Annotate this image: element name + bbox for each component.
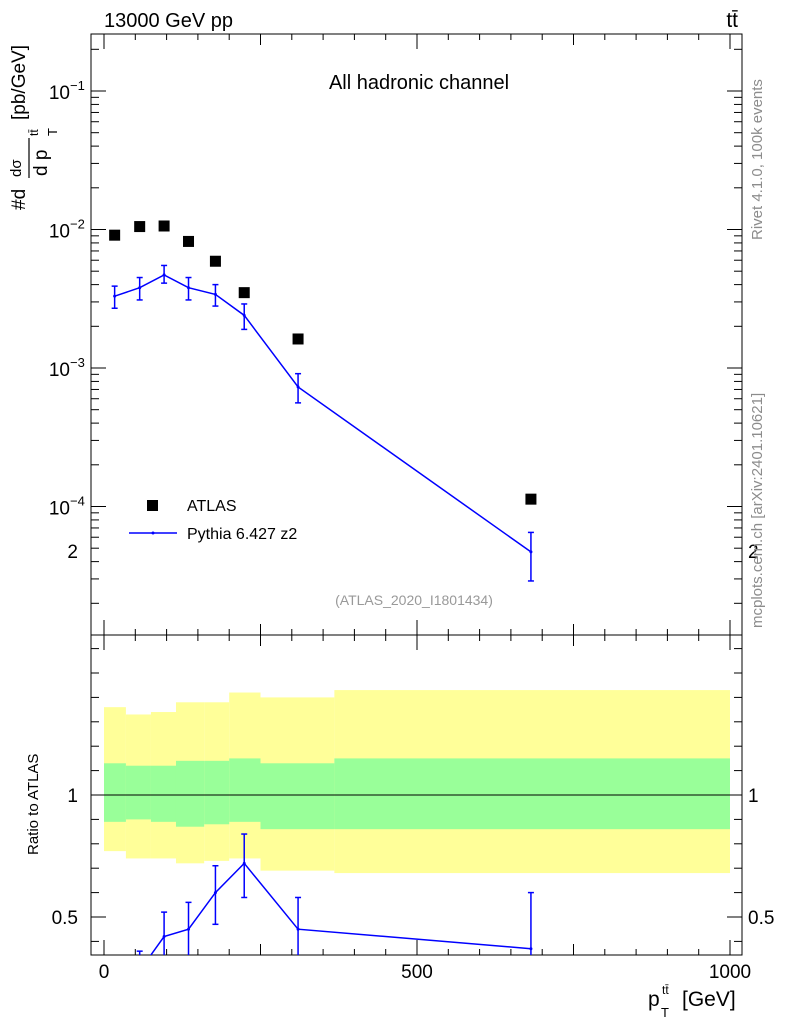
- atlas-data-point: [158, 220, 170, 232]
- pythia-point: [187, 286, 191, 290]
- main-ylabel-numerator: dσ: [8, 159, 25, 177]
- main-ylabel: #d dσ d p T tt̄ [pb/GeV]: [8, 45, 60, 210]
- main-axis-ticks: 10−110−210−310−4: [49, 34, 742, 635]
- ratio-band-inner-segment: [175, 760, 205, 827]
- ratio-band-inner-segment: [104, 763, 126, 822]
- pythia-ratio-point: [113, 977, 116, 980]
- pythia-line: [114, 274, 532, 553]
- main-ytick-label-exp: −1: [70, 78, 85, 93]
- chart-title: All hadronic channel: [329, 72, 509, 94]
- pythia-point: [242, 313, 246, 317]
- pythia-point: [162, 273, 166, 277]
- atlas-data-point: [209, 255, 221, 267]
- ratio-uncertainty-band-inner: [104, 758, 730, 830]
- ratio-axis-ticks: 0 500 1000 0.5 0.5 1 1 2 2: [52, 542, 775, 983]
- analysis-tag: (ATLAS_2020_I1801434): [335, 592, 493, 608]
- atlas-data-point: [109, 229, 121, 241]
- ratio-band-inner-segment: [260, 763, 335, 830]
- pythia-point: [296, 385, 300, 389]
- pythia-ratio-point: [242, 861, 246, 865]
- xlabel-sup: tt̄: [662, 983, 669, 997]
- main-data-marks: [109, 220, 537, 582]
- main-ytick-label-base: 10: [49, 499, 70, 520]
- xlabel: p tt̄ T [GeV]: [648, 983, 736, 1020]
- xlabel-sub: T: [661, 1005, 669, 1020]
- ratio-ytick-label-right: 2: [748, 542, 759, 563]
- main-ytick-label-exp: −3: [70, 355, 85, 370]
- pythia-ratio-point: [187, 927, 191, 931]
- rivet-label: Rivet 4.1.0, 100k events: [749, 79, 766, 240]
- ratio-band-inner-segment: [229, 758, 261, 822]
- ratio-ytick-label: 1: [67, 786, 78, 807]
- main-ytick-label-exp: −4: [70, 494, 85, 509]
- legend-marker-atlas: [147, 500, 158, 511]
- pythia-ratio-point: [296, 927, 300, 931]
- pythia-ratio-point: [213, 891, 217, 895]
- ratio-band-inner-segment: [125, 765, 151, 820]
- ratio-band-inner-segment: [150, 765, 176, 822]
- legend-marker-pythia-dot: [151, 531, 155, 535]
- process-label: tt̄: [726, 9, 738, 32]
- ratio-ytick-label: 2: [67, 542, 78, 563]
- main-ylabel-unit: [pb/GeV]: [9, 45, 30, 120]
- pythia-ratio-point: [529, 947, 533, 951]
- ratio-xtick-label: 0: [99, 962, 110, 983]
- pythia-point: [113, 294, 117, 298]
- legend: ATLAS Pythia 6.427 z2: [129, 498, 297, 543]
- main-ytick-label-base: 10: [49, 360, 70, 381]
- pythia-ratio-line: [149, 862, 531, 955]
- main-ytick-label-base: 10: [49, 222, 70, 243]
- ratio-series-group: [113, 833, 534, 980]
- pythia-point: [213, 292, 217, 296]
- xlabel-unit: [GeV]: [682, 988, 736, 1011]
- main-plot-frame: [90, 33, 743, 636]
- ratio-xtick-label: 1000: [709, 962, 751, 983]
- legend-label-pythia: Pythia 6.427 z2: [187, 526, 297, 543]
- main-ylabel-denominator: d p: [31, 150, 52, 176]
- atlas-data-point: [183, 235, 195, 247]
- ratio-ytick-label-right: 1: [748, 786, 759, 807]
- ratio-band-inner-segment: [334, 758, 730, 830]
- pythia-point: [138, 286, 142, 290]
- main-ylabel-sub: T: [45, 128, 60, 136]
- xlabel-base: p: [648, 988, 660, 1011]
- ratio-data-marks: [113, 833, 534, 980]
- pythia-ratio-point: [138, 969, 141, 972]
- main-ytick-label-exp: −2: [70, 217, 85, 232]
- pythia-point: [529, 550, 533, 554]
- main-ylabel-sup: tt̄: [27, 129, 41, 136]
- legend-label-atlas: ATLAS: [187, 498, 237, 515]
- main-ytick-label-base: 10: [49, 83, 70, 104]
- ratio-xtick-label: 500: [401, 962, 433, 983]
- mcplots-label: mcplots.cern.ch [arXiv:2401.10621]: [749, 393, 766, 628]
- atlas-data-point: [134, 221, 146, 233]
- ratio-ytick-label-right: 0.5: [748, 908, 774, 929]
- pythia-ratio-point: [162, 935, 166, 939]
- ratio-ytick-label: 0.5: [52, 908, 78, 929]
- atlas-data-point: [292, 333, 304, 345]
- atlas-data-point: [525, 493, 537, 505]
- energy-label: 13000 GeV pp: [104, 10, 233, 32]
- ratio-band-inner-segment: [204, 760, 230, 825]
- ratio-ylabel: Ratio to ATLAS: [25, 754, 42, 855]
- main-ylabel-prefix: #d: [9, 189, 30, 210]
- atlas-data-point: [238, 287, 250, 299]
